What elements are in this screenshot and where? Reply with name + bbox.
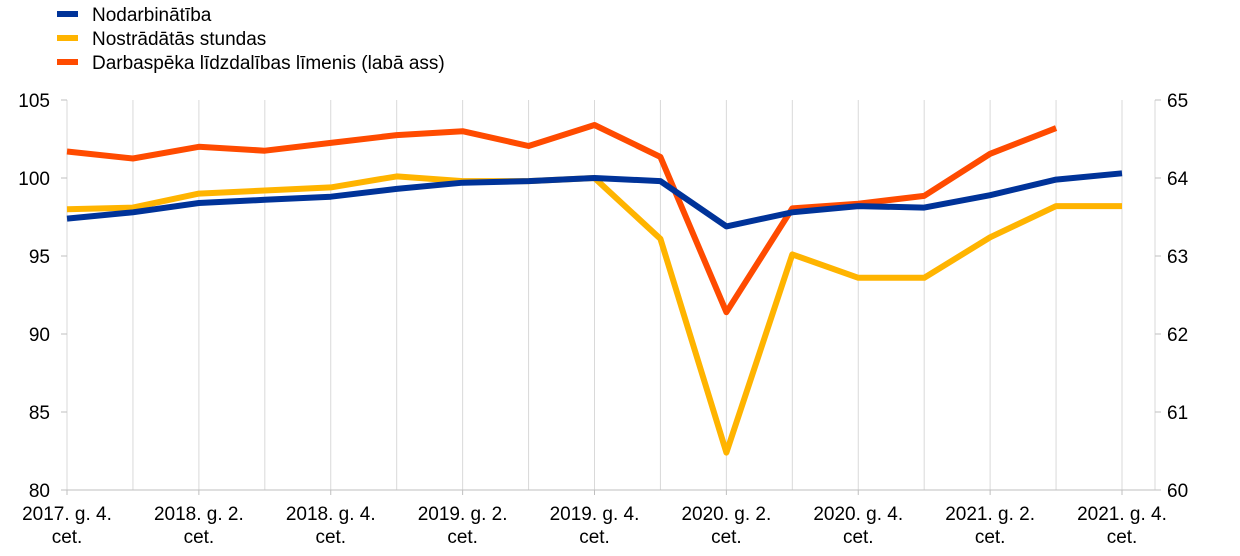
right-tick-label: 61 (1167, 403, 1188, 424)
x-axis-ticks: 2017. g. 4.cet.2018. g. 2.cet.2018. g. 4… (22, 490, 1167, 548)
x-tick-label: 2019. g. 2. (418, 504, 508, 525)
x-tick-label-line2: cet. (447, 527, 478, 548)
axes (66, 100, 1156, 491)
right-axis-ticks: 60 61 62 63 64 65 (1155, 91, 1189, 502)
legend-label: Darbaspēka līdzdalības līmenis (labā ass… (92, 53, 445, 74)
x-tick-label-line2: cet. (315, 527, 346, 548)
left-tick-label: 95 (29, 247, 50, 268)
x-tick-label: 2017. g. 4. (22, 504, 112, 525)
legend: Nodarbinātība Nostrādātās stundas Darbaspē… (57, 5, 445, 74)
right-tick-label: 65 (1167, 91, 1188, 112)
x-tick-label: 2021. g. 4. (1077, 504, 1167, 525)
x-tick-label: 2021. g. 2. (945, 504, 1035, 525)
series-lines (66, 122, 1123, 456)
x-tick-label: 2020. g. 2. (681, 504, 771, 525)
left-tick-label: 80 (29, 481, 50, 502)
x-tick-label-line2: cet. (52, 527, 83, 548)
left-tick-label: 85 (29, 403, 50, 424)
right-tick-label: 63 (1167, 247, 1188, 268)
series-line-2 (66, 122, 1058, 316)
x-tick-label: 2019. g. 4. (550, 504, 640, 525)
right-tick-label: 62 (1167, 325, 1188, 346)
x-tick-label: 2018. g. 2. (154, 504, 244, 525)
x-tick-label-line2: cet. (1107, 527, 1138, 548)
x-tick-label-line2: cet. (711, 527, 742, 548)
x-tick-label-line2: cet. (579, 527, 610, 548)
grid (66, 100, 1123, 490)
right-tick-label: 60 (1167, 481, 1188, 502)
left-tick-label: 100 (18, 169, 50, 190)
legend-label: Nodarbinātība (92, 5, 212, 26)
left-tick-label: 105 (18, 91, 50, 112)
right-tick-label: 64 (1167, 169, 1189, 190)
x-tick-label-line2: cet. (975, 527, 1006, 548)
x-tick-label: 2020. g. 4. (813, 504, 903, 525)
x-tick-label-line2: cet. (843, 527, 874, 548)
x-tick-label-line2: cet. (184, 527, 215, 548)
left-tick-label: 90 (29, 325, 50, 346)
legend-label: Nostrādātās stundas (92, 29, 266, 50)
left-axis-ticks: 80 85 90 95 100 105 (18, 91, 67, 502)
x-tick-label: 2018. g. 4. (286, 504, 376, 525)
